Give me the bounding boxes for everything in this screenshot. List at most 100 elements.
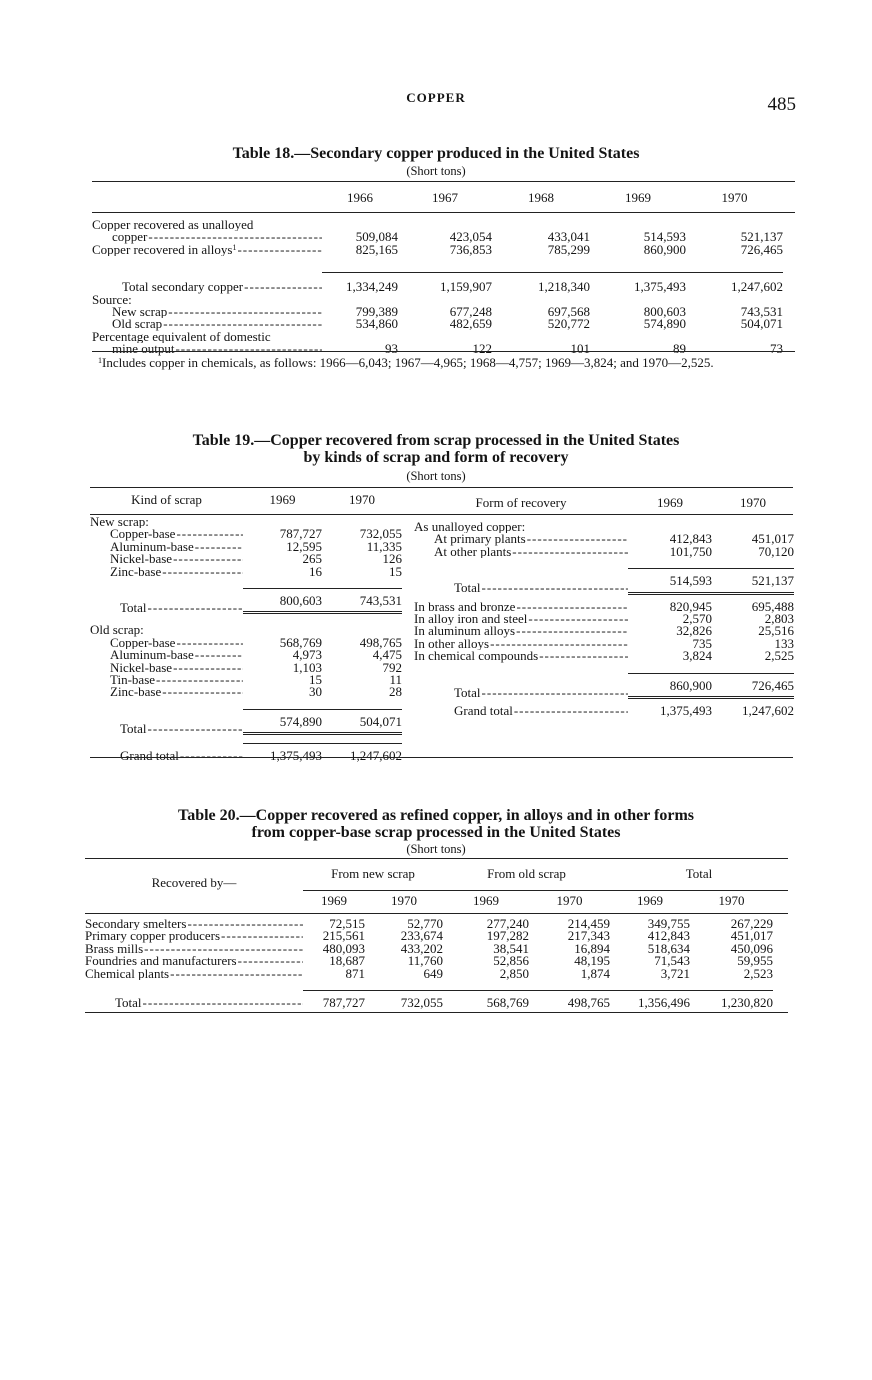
value-cell: 451,017 — [730, 928, 773, 944]
row-label-text: Source: — [92, 293, 132, 307]
value-cell: 574,890 — [243, 708, 322, 736]
row-label-text: Chemical plants — [85, 967, 170, 981]
row-label: New scrap: — [90, 516, 243, 528]
table-row: Nickel-base 265 126 — [90, 551, 403, 567]
row-label: Old scrap: — [90, 624, 243, 636]
value-cell: 412,843 — [669, 531, 712, 547]
row-label: Zinc-base — [90, 566, 243, 578]
table20-top-rule — [85, 858, 788, 859]
table-row: In brass and bronze 820,945 695,488 — [414, 599, 794, 613]
value-cell: 12,595 — [286, 538, 322, 554]
table19-top-rule — [90, 487, 793, 488]
value-cell: 71,543 — [654, 953, 690, 969]
value-cell: 4,973 — [292, 647, 322, 663]
value-cell: 726,465 — [740, 241, 783, 257]
dot-leader — [148, 723, 243, 735]
table19-header-rule — [90, 514, 793, 515]
table20-title-line2: from copper-base scrap processed in the … — [251, 824, 621, 841]
value-cell: 1,874 — [580, 965, 610, 981]
table-row: mine output 93 122 101 89 73 — [92, 341, 783, 357]
value-cell: 126 — [382, 551, 403, 567]
value-cell: 732,055 — [365, 990, 443, 1009]
value-cell: 743,531 — [322, 588, 402, 615]
group-header-row: From new scrap From old scrap Total — [303, 866, 788, 881]
value-cell: 534,860 — [355, 316, 398, 332]
row-label-text: As unalloyed copper: — [414, 521, 526, 534]
row-label-text: Tin-base — [110, 674, 156, 687]
row-label-text: Brass mills — [85, 942, 144, 956]
value-cell: 72,515 — [329, 916, 365, 931]
row-label: In brass and bronze — [414, 601, 628, 613]
row-label: Brass mills — [85, 943, 303, 955]
value-cell: 349,755 — [647, 916, 690, 931]
dot-leader — [195, 541, 243, 553]
table-row: Primary copper producers 215,561 233,674 19… — [85, 928, 773, 944]
column-header: 1969 — [321, 893, 347, 908]
value-cell: 122 — [472, 341, 493, 357]
value-cell: 518,634 — [647, 940, 690, 956]
table-row: In aluminum alloys 32,826 25,516 — [414, 624, 794, 637]
table19-left-body: New scrap:Copper-base787,727732,055Alumi… — [90, 516, 402, 763]
row-label: In aluminum alloys — [414, 625, 628, 637]
table-row: Total 787,727732,055568,769498,7651,356,4… — [85, 990, 773, 1009]
column-header: 1969 — [625, 190, 651, 205]
value-cell: 16 — [309, 563, 322, 579]
table-row: New scrap: — [90, 516, 402, 528]
row-label: Nickel-base — [90, 553, 243, 565]
dot-leader — [143, 997, 303, 1009]
dot-leader — [156, 674, 243, 686]
value-cell: 70,120 — [758, 543, 794, 559]
row-label: As unalloyed copper: — [414, 521, 628, 533]
value-cell: 792 — [382, 659, 403, 675]
value-cell: 498,765 — [529, 990, 610, 1009]
value-cell: 504,071 — [322, 708, 402, 736]
row-label-text: Secondary smelters — [85, 918, 187, 931]
value-cell: 787,727 — [303, 990, 365, 1009]
table-row: Old scrap: — [90, 624, 402, 636]
value-cell: 480,093 — [322, 940, 365, 956]
column-header: 1970 — [349, 492, 375, 507]
row-label-text: Total — [120, 602, 147, 615]
row-label: Total — [85, 997, 303, 1009]
value-cell: 73 — [770, 341, 783, 357]
table-row: Source: — [92, 294, 783, 306]
dot-leader — [514, 705, 628, 717]
value-cell: 3,824 — [682, 648, 712, 664]
value-cell: 1,334,249 — [346, 279, 398, 295]
page-number: 485 — [767, 94, 797, 115]
row-label: Percentage equivalent of domestic — [92, 331, 322, 343]
column-header: 1967 — [432, 190, 458, 205]
row-label-text: Total — [120, 722, 147, 736]
value-cell: 799,389 — [355, 304, 398, 320]
value-cell: 412,843 — [647, 928, 690, 944]
footnote-ref: 1 — [232, 243, 237, 252]
value-cell: 860,900 — [643, 241, 686, 257]
value-cell: 1,247,602 — [731, 279, 783, 295]
row-label: Tin-base — [90, 674, 243, 686]
row-label: Aluminum-base — [90, 649, 243, 661]
column-header: 1969 — [269, 492, 296, 507]
dot-leader — [162, 566, 243, 578]
value-cell: 1,356,496 — [610, 990, 690, 1009]
row-label: At other plants — [414, 546, 628, 558]
value-cell: 800,603 — [243, 588, 322, 615]
group-header: From old scrap — [487, 866, 566, 881]
value-cell: 101,750 — [669, 543, 712, 559]
value-cell: 736,853 — [449, 241, 492, 257]
row-label-text: Aluminum-base — [110, 540, 194, 554]
dot-leader — [244, 281, 322, 293]
row-label-text: In other alloys — [414, 637, 490, 651]
value-cell: 433,041 — [547, 229, 590, 245]
table-row: Percentage equivalent of domestic — [92, 331, 783, 343]
value-cell: 15 — [309, 672, 322, 688]
value-cell: 504,071 — [740, 316, 783, 332]
value-cell: 2,523 — [743, 965, 773, 981]
value-cell: 649 — [423, 965, 444, 981]
row-label-text: In aluminum alloys — [414, 625, 516, 638]
row-label: Copper-base — [90, 528, 243, 540]
table-row: In alloy iron and steel 2,570 2,803 — [414, 612, 794, 625]
dot-leader — [148, 231, 322, 243]
value-cell: 2,850 — [499, 965, 529, 981]
row-label-text: Old scrap: — [90, 624, 144, 637]
